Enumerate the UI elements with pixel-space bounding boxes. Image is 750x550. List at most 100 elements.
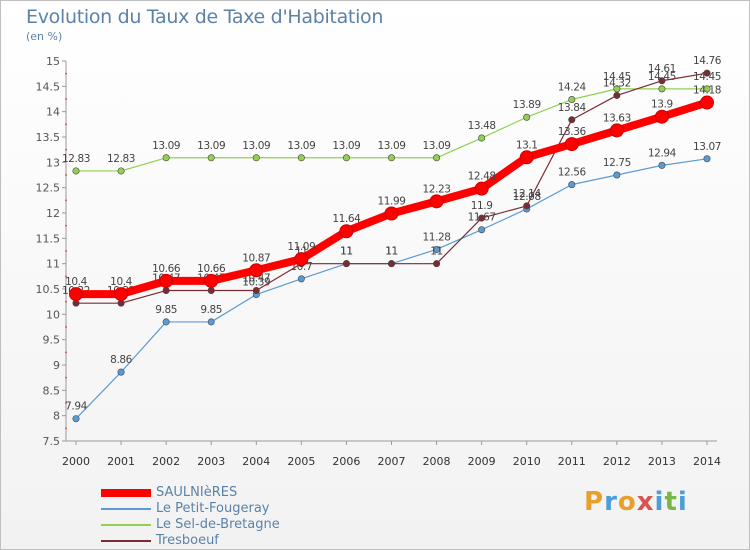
logo-letter: i	[677, 487, 688, 517]
data-point	[387, 154, 395, 162]
data-point	[568, 116, 576, 124]
legend-label: Tresboeuf	[156, 533, 219, 548]
y-minor-dot	[65, 148, 67, 151]
data-label: 11	[385, 246, 398, 258]
data-point	[703, 85, 711, 93]
y-tick-label: 12.5	[36, 182, 61, 195]
data-label: 10.87	[242, 252, 270, 264]
data-label: 11.28	[423, 231, 451, 243]
y-minor-dot	[65, 224, 67, 227]
y-tick-label: 11.5	[36, 232, 61, 245]
y-tick-label: 15	[46, 55, 60, 68]
y-minor-dot	[65, 402, 67, 404]
data-label: 12.14	[513, 188, 542, 200]
y-minor-dot	[65, 123, 67, 126]
data-label: 11.9	[471, 200, 493, 212]
logo-letter: r	[604, 487, 618, 517]
y-minor-dot	[65, 351, 67, 354]
x-tick-label: 2009	[468, 455, 496, 468]
data-point	[700, 95, 714, 110]
y-minor-dot	[65, 98, 67, 100]
y-minor-dot	[65, 275, 67, 278]
legend-swatch	[101, 540, 151, 542]
data-point	[703, 155, 711, 163]
data-point	[568, 181, 576, 189]
y-tick-label: 8.5	[43, 384, 61, 397]
data-label: 10.66	[152, 263, 181, 275]
y-minor-dot	[65, 376, 67, 379]
x-tick-label: 2006	[332, 455, 360, 468]
data-label: 14.18	[693, 85, 721, 97]
data-point	[69, 287, 83, 302]
data-point	[384, 206, 399, 221]
logo-letter: o	[617, 487, 637, 517]
data-label: 13.09	[197, 140, 225, 152]
data-label: 13.84	[558, 102, 587, 114]
data-point	[162, 318, 170, 326]
y-tick-label: 10.5	[36, 283, 61, 296]
data-label: 14.32	[603, 77, 631, 89]
data-label: 13.1	[516, 139, 538, 151]
data-point	[297, 275, 305, 283]
x-tick-label: 2008	[423, 455, 451, 468]
data-label: 12.83	[107, 153, 135, 165]
data-label: 11	[340, 246, 353, 258]
logo-letter: x	[636, 487, 655, 517]
data-label: 13.9	[651, 99, 673, 111]
x-tick-label: 2007	[378, 455, 406, 468]
x-tick-label: 2010	[513, 455, 541, 468]
x-tick-label: 2012	[603, 455, 631, 468]
legend-label: SAULNIèRES	[156, 485, 238, 500]
data-point	[387, 260, 395, 268]
proxiti-logo: Proxiti	[584, 487, 688, 517]
x-tick-label: 2005	[287, 455, 315, 468]
data-label: 13.09	[377, 140, 405, 152]
data-point	[474, 181, 489, 196]
data-point	[429, 194, 444, 209]
data-label: 13.48	[468, 120, 496, 132]
data-point	[609, 123, 624, 138]
data-point	[252, 154, 260, 162]
y-tick-label: 12	[46, 207, 60, 220]
data-label: 9.85	[200, 304, 222, 316]
data-label: 11.09	[287, 241, 315, 253]
y-tick-label: 14	[46, 106, 60, 119]
logo-letter: t	[664, 487, 678, 517]
data-label: 11	[385, 246, 398, 258]
data-point	[72, 415, 80, 423]
data-label: 11	[430, 246, 443, 258]
data-point	[114, 287, 129, 302]
data-point	[162, 287, 170, 295]
data-label: 12.08	[513, 191, 541, 203]
data-point	[478, 226, 486, 234]
y-tick-label: 13	[46, 156, 60, 169]
data-point	[613, 171, 621, 179]
data-point	[433, 154, 441, 162]
data-label: 12.94	[648, 147, 677, 159]
data-label: 13.07	[693, 141, 721, 153]
x-tick-label: 2001	[107, 455, 135, 468]
y-tick-label: 9.5	[43, 334, 61, 347]
data-point	[72, 167, 80, 175]
data-point	[297, 154, 305, 162]
data-label: 12.75	[603, 157, 631, 169]
y-tick-label: 11	[46, 258, 60, 271]
legend-swatch	[101, 524, 151, 526]
data-point	[478, 214, 486, 222]
data-label: 13.09	[332, 140, 360, 152]
data-label: 13.09	[287, 140, 315, 152]
x-tick-label: 2014	[693, 455, 721, 468]
logo-letter: P	[584, 487, 605, 517]
data-label: 13.63	[603, 112, 631, 124]
y-minor-dot	[65, 326, 67, 328]
data-label: 14.76	[693, 55, 722, 67]
legend-label: Le Petit-Fougeray	[156, 501, 270, 516]
data-point	[342, 260, 350, 268]
logo-letter: i	[654, 487, 665, 517]
x-tick-label: 2011	[558, 455, 586, 468]
data-point	[162, 154, 170, 162]
legend-label: Le Sel-de-Bretagne	[156, 517, 280, 532]
y-tick-label: 8	[53, 410, 60, 423]
data-point	[117, 167, 125, 175]
y-minor-dot	[65, 174, 67, 176]
